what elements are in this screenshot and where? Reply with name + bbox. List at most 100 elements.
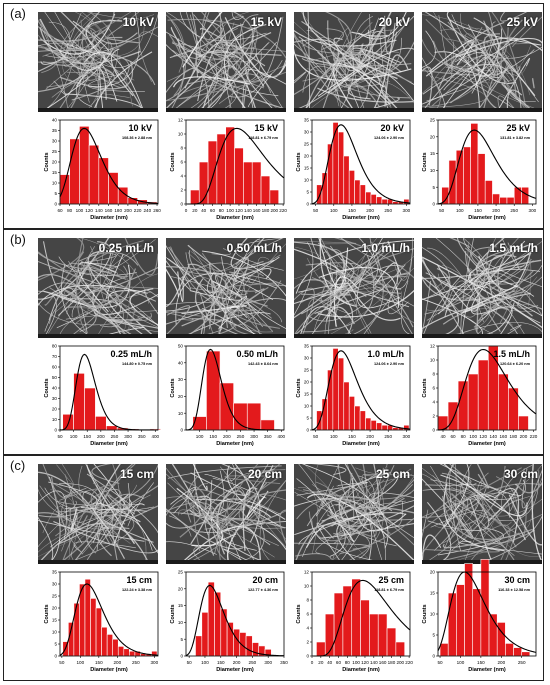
bar xyxy=(505,643,514,657)
y-tick-label: 30 xyxy=(304,130,310,135)
y-tick-label: 15 xyxy=(178,603,184,608)
y-tick-label: 10 xyxy=(304,584,310,589)
bar xyxy=(354,179,361,205)
scale-bar-strip xyxy=(166,560,286,564)
x-tick-label: 120 xyxy=(85,208,93,213)
y-tick-label: 20 xyxy=(304,380,310,385)
bar xyxy=(246,402,262,431)
panel-label: (c) xyxy=(10,458,26,473)
y-tick-label: 10 xyxy=(430,358,436,363)
histogram: 50 100 150 200 250 300 350 0 5 10 15 20 25 Diameter (… xyxy=(166,570,298,678)
bar xyxy=(377,613,388,657)
y-tick-label: 0 xyxy=(54,428,57,433)
y-tick-label: 0 xyxy=(180,654,183,659)
fit-curve xyxy=(185,584,285,657)
sem-label: 20 cm xyxy=(247,467,282,481)
x-tick-label: 60 xyxy=(210,208,216,213)
scale-bar-strip xyxy=(38,560,158,564)
x-tick-label: 150 xyxy=(474,208,482,213)
y-tick-label: 30 xyxy=(304,356,310,361)
y-tick-label: 30 xyxy=(52,396,58,401)
histogram: 0 20 40 60 80 100 120 140 160 180 200 220 0 2 4 6 8 10 12 D… xyxy=(166,118,298,226)
bar xyxy=(332,348,339,431)
bar xyxy=(233,628,241,657)
plot-frame xyxy=(59,571,159,657)
x-tick-label: 80 xyxy=(461,434,467,439)
y-tick-label: 10 xyxy=(52,181,58,186)
bar xyxy=(472,588,482,657)
bar xyxy=(73,602,80,657)
x-axis-label: Diameter (nm) xyxy=(216,215,254,221)
y-tick-label: 0 xyxy=(180,202,183,207)
fit-curve xyxy=(59,127,159,204)
panel-label: (b) xyxy=(10,232,26,247)
x-tick-label: 0 xyxy=(185,208,188,213)
y-tick-label: 6 xyxy=(432,386,435,391)
x-tick-label: 40 xyxy=(440,434,446,439)
fiber-texture xyxy=(422,12,542,112)
x-tick-label: 200 xyxy=(97,434,105,439)
x-tick-label: 200 xyxy=(124,208,132,213)
bar xyxy=(190,189,200,205)
bar xyxy=(98,157,109,205)
y-tick-label: 50 xyxy=(178,344,184,349)
y-tick-label: 0 xyxy=(306,428,309,433)
bar xyxy=(129,650,136,657)
scale-bar-strip xyxy=(422,334,542,338)
y-tick-label: 40 xyxy=(52,386,58,391)
chart-title: 15 cm xyxy=(126,575,152,585)
bar xyxy=(351,578,361,657)
y-axis-label: Counts xyxy=(422,378,428,397)
chart-title: 1.0 mL/h xyxy=(367,349,404,359)
x-tick-label: 160 xyxy=(253,208,261,213)
fiber-texture xyxy=(294,12,414,112)
x-tick-label: 240 xyxy=(143,208,151,213)
y-tick-label: 0 xyxy=(306,654,309,659)
chart-title: 20 cm xyxy=(252,575,278,585)
bar xyxy=(95,607,102,657)
y-axis-label: Counts xyxy=(170,378,176,397)
plot-frame xyxy=(185,571,285,657)
sem-label: 25 cm xyxy=(375,467,410,481)
y-tick-label: 15 xyxy=(52,618,58,623)
x-tick-label: 160 xyxy=(499,434,507,439)
y-tick-label: 6 xyxy=(306,612,309,617)
histogram: 100 150 200 250 300 350 400 0 10 20 30 40 50 Diameter… xyxy=(166,344,298,452)
x-tick-label: 100 xyxy=(352,660,360,665)
bar xyxy=(123,648,130,657)
chart-title: 10 kV xyxy=(128,123,152,133)
chart-subtitle: 118.81 ± 6.79 nm xyxy=(248,136,278,140)
bar xyxy=(88,144,100,205)
y-tick-label: 0 xyxy=(306,202,309,207)
y-tick-label: 20 xyxy=(52,606,58,611)
scale-bar-strip xyxy=(422,108,542,112)
histogram-svg: 50 100 150 200 250 300 0 5 10 15 20 25 Diameter (nm)… xyxy=(422,118,537,221)
bar xyxy=(376,196,383,205)
bar xyxy=(447,592,457,657)
x-tick-label: 150 xyxy=(217,660,225,665)
sem-label: 10 kV xyxy=(122,15,154,29)
x-tick-label: 400 xyxy=(151,434,159,439)
chart-subtitle: 124.06 ± 2.90 nm xyxy=(374,362,405,366)
y-tick-label: 15 xyxy=(430,591,436,596)
x-tick-label: 60 xyxy=(57,208,63,213)
x-tick-label: 200 xyxy=(223,434,231,439)
fit-curve xyxy=(313,579,411,657)
bar xyxy=(359,410,366,431)
y-tick-label: 10 xyxy=(52,417,58,422)
sem-image: 20 cm xyxy=(166,464,286,564)
y-tick-label: 10 xyxy=(304,404,310,409)
x-axis-label: Diameter (nm) xyxy=(468,215,506,221)
bar xyxy=(369,613,379,657)
x-tick-label: 350 xyxy=(264,434,272,439)
x-tick-label: 300 xyxy=(264,660,272,665)
bar xyxy=(90,598,97,657)
x-axis-label: Diameter (nm) xyxy=(342,215,380,221)
x-tick-label: 250 xyxy=(510,208,518,213)
bar xyxy=(376,422,383,431)
fiber-texture xyxy=(422,464,542,564)
x-tick-label: 40 xyxy=(201,208,207,213)
x-tick-label: 120 xyxy=(361,660,369,665)
y-tick-label: 5 xyxy=(54,642,57,647)
sem-image: 1.5 mL/h xyxy=(422,238,542,338)
